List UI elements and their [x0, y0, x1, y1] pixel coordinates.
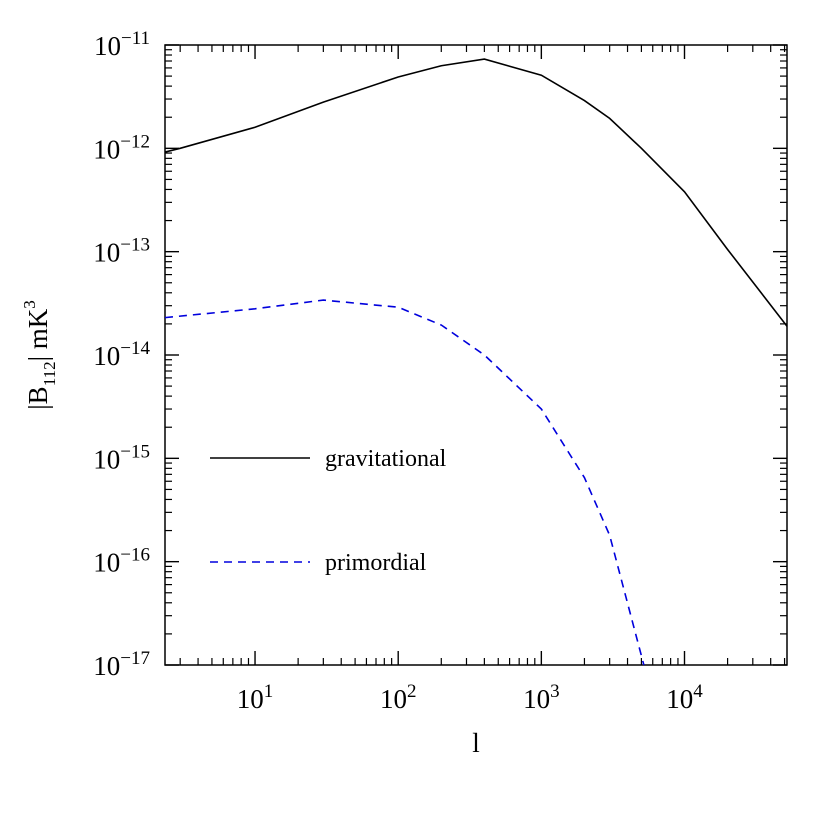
x-axis-label: l — [472, 728, 480, 758]
y-axis-label: |B112| mK3 — [20, 300, 59, 409]
y-tick-label: 10−14 — [93, 338, 150, 371]
y-tick-label: 10−12 — [93, 131, 150, 164]
series-line — [164, 299, 645, 666]
x-tick-label: 104 — [666, 681, 703, 714]
y-tick-label: 10−11 — [94, 28, 150, 61]
x-tick-label: 103 — [523, 681, 560, 714]
legend-label: gravitational — [325, 446, 447, 472]
y-tick-label: 10−16 — [93, 545, 150, 578]
y-tick-label: 10−15 — [93, 441, 150, 474]
plot-frame — [164, 44, 788, 666]
x-tick-label: 102 — [380, 681, 417, 714]
series-line — [164, 58, 788, 327]
y-tick-label: 10−13 — [93, 235, 150, 268]
y-tick-label: 10−17 — [93, 648, 150, 681]
x-tick-label: 101 — [237, 681, 274, 714]
legend-label: primordial — [325, 550, 427, 576]
